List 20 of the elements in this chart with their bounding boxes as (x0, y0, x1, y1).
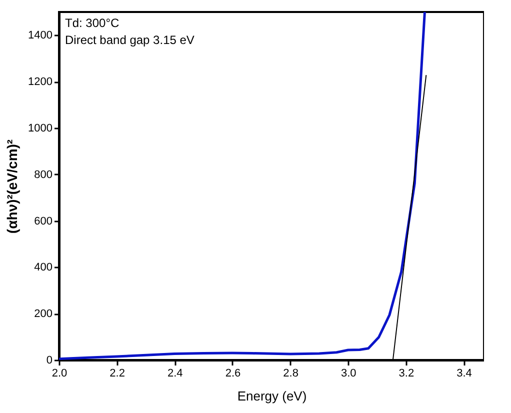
x-axis-title: Energy (eV) (237, 388, 307, 404)
y-tick-label: 1200 (28, 76, 52, 88)
y-tick-label: 600 (34, 215, 52, 228)
y-tick-label: 800 (34, 168, 52, 181)
x-tick-label: 2.0 (52, 368, 68, 380)
x-tick-label: 2.4 (168, 368, 183, 380)
annotation: Td: 300°C (65, 16, 120, 30)
x-tick-label: 2.6 (225, 368, 241, 380)
y-tick-label: 0 (46, 354, 52, 366)
y-tick-label: 1000 (28, 122, 52, 134)
x-tick-label: 3.0 (340, 368, 356, 380)
y-tick-label: 400 (34, 262, 52, 274)
y-tick-label: 200 (34, 308, 52, 320)
x-tick-label: 3.2 (398, 368, 414, 380)
x-tick-label: 2.2 (110, 368, 125, 380)
annotation: Direct band gap 3.15 eV (65, 33, 194, 47)
y-tick-label: 1400 (28, 30, 52, 42)
x-tick-label: 3.4 (456, 368, 472, 380)
y-axis-title: (αhν)²(eV/cm)² (4, 139, 20, 234)
x-tick-label: 2.8 (283, 368, 298, 380)
